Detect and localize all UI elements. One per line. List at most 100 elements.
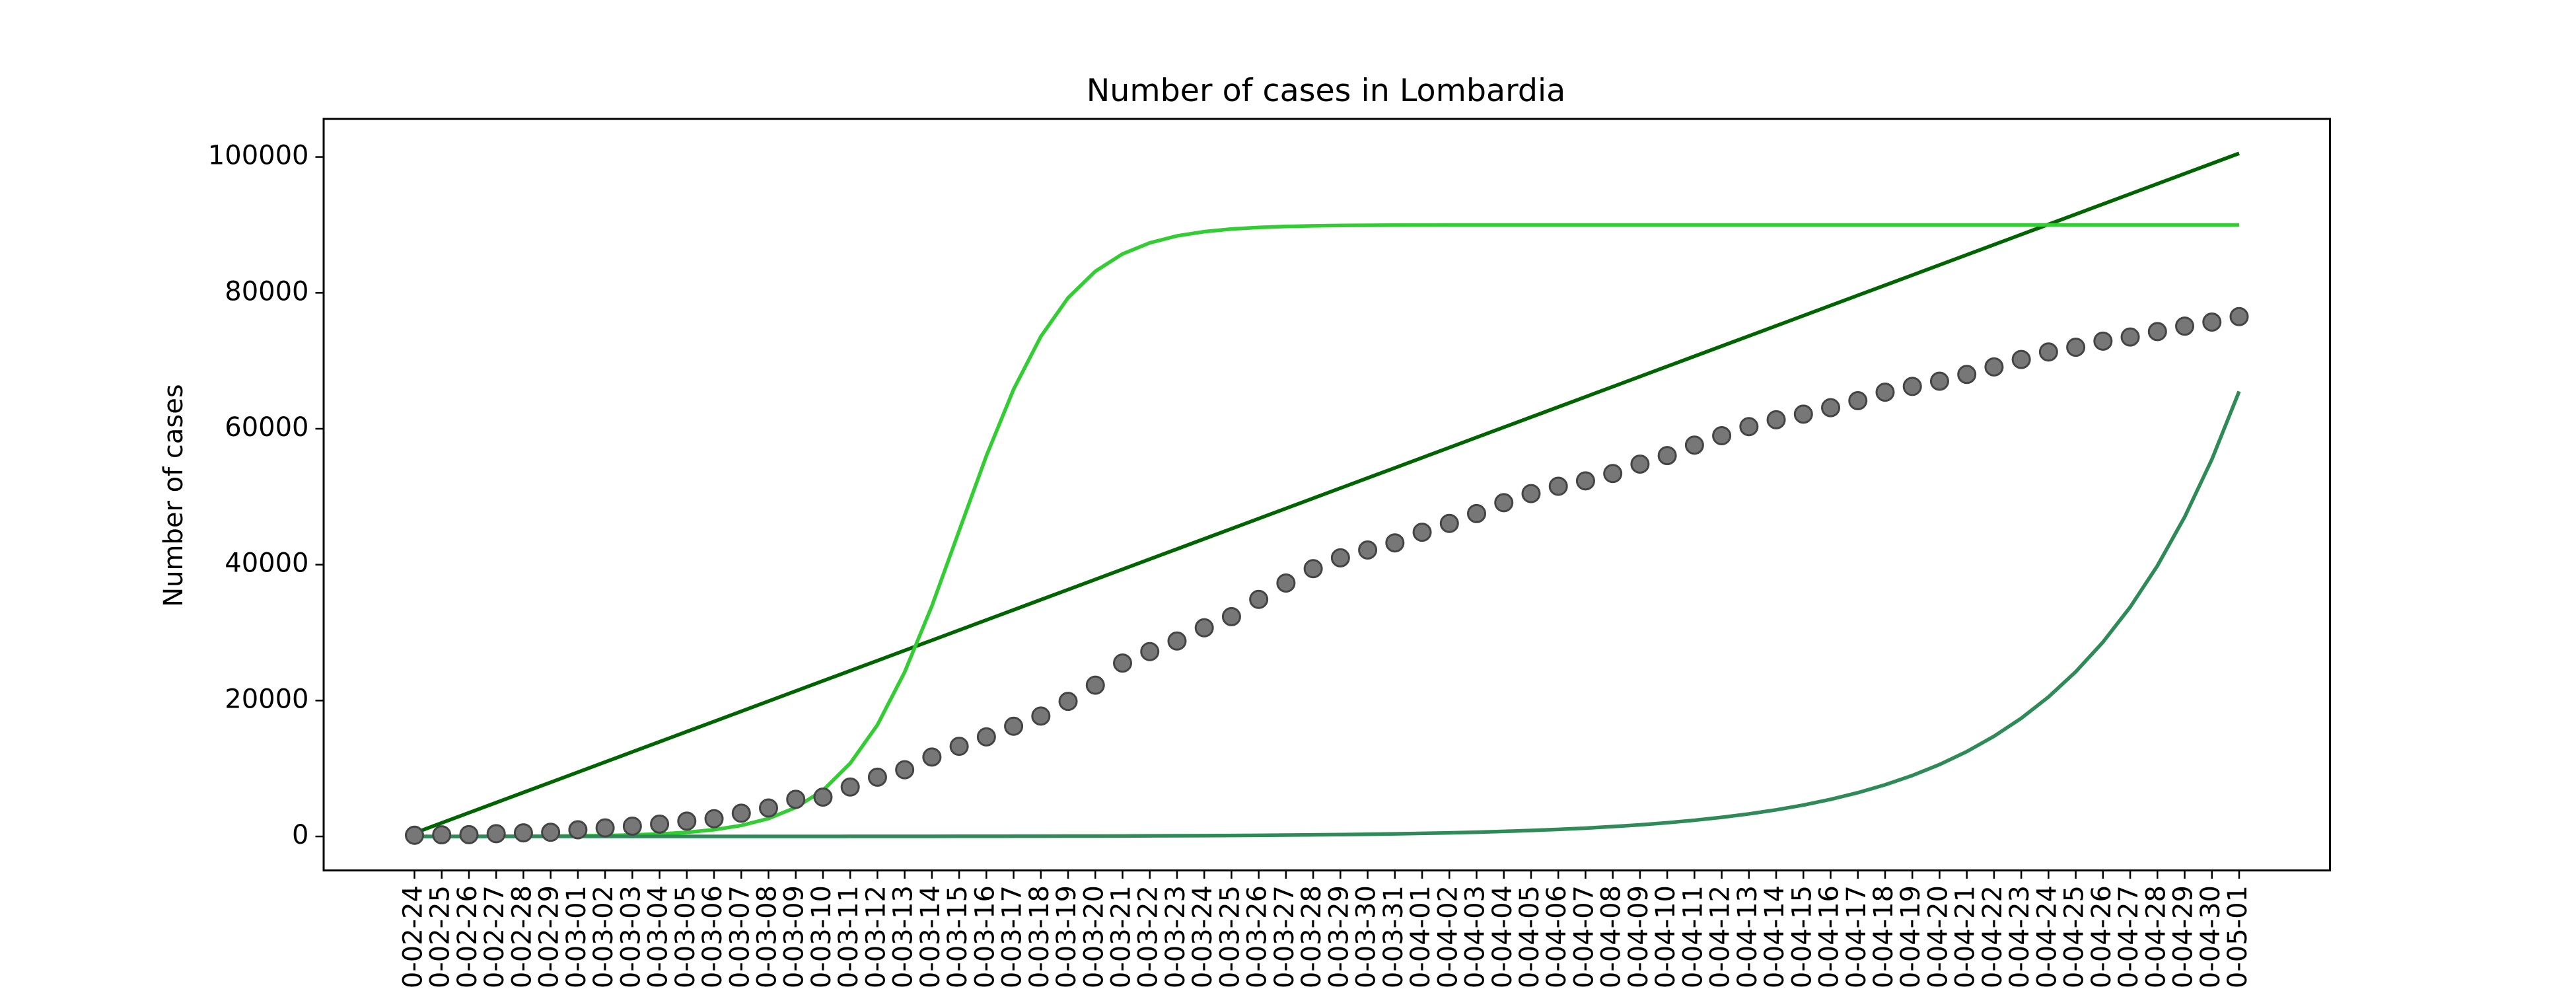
data-point (1167, 631, 1187, 651)
x-tick-label: 2020-04-07 (1569, 885, 1599, 991)
y-tick-label: 20000 (225, 684, 308, 714)
x-tick-label: 2020-04-02 (1433, 885, 1463, 991)
x-tick-label: 2020-03-09 (779, 885, 810, 991)
y-tick-label: 80000 (225, 276, 308, 307)
x-tick-label: 2020-04-17 (1842, 885, 1872, 991)
x-tick-label: 2020-04-11 (1678, 885, 1708, 991)
line-series (414, 390, 2241, 838)
x-tick-label: 2020-04-27 (2114, 885, 2144, 991)
x-tick-label: 2020-04-14 (1760, 885, 1790, 991)
data-point (1929, 371, 1949, 391)
data-point (1739, 417, 1759, 437)
data-point (1630, 454, 1650, 474)
data-point (922, 747, 942, 767)
x-tick-label: 2020-03-16 (970, 885, 1000, 991)
x-tick-label: 2020-03-08 (752, 885, 783, 991)
data-point (2229, 307, 2249, 326)
data-point (1657, 446, 1677, 466)
x-tick-label: 2020-04-25 (2059, 885, 2090, 991)
data-point (949, 737, 969, 756)
data-point (840, 777, 860, 797)
x-tick-label: 2020-04-16 (1814, 885, 1845, 991)
data-point (1575, 471, 1595, 491)
x-tick-label: 2020-04-12 (1705, 885, 1736, 991)
data-point (650, 814, 670, 834)
x-tick-label: 2020-02-26 (452, 885, 483, 991)
data-point (976, 727, 996, 747)
x-tick-label: 2020-04-24 (2032, 885, 2062, 991)
data-point (1821, 398, 1841, 418)
y-tick-label: 40000 (225, 548, 308, 579)
x-tick-label: 2020-03-20 (1079, 885, 1109, 991)
data-point (731, 803, 751, 823)
x-tick-label: 2020-03-01 (561, 885, 592, 991)
data-point (1140, 642, 1160, 661)
line-series (414, 223, 2239, 838)
chart-title: Number of cases in Lombardia (1087, 73, 1566, 109)
x-tick-label: 2020-04-06 (1542, 885, 1572, 991)
x-tick-label: 2020-02-28 (507, 885, 537, 991)
data-point (432, 825, 452, 845)
x-tick-label: 2020-03-25 (1215, 885, 1245, 991)
x-tick-label: 2020-03-31 (1378, 885, 1409, 991)
data-point (1957, 365, 1977, 385)
x-tick-label: 2020-04-26 (2087, 885, 2117, 991)
data-point (1385, 533, 1405, 553)
x-tick-label: 2020-02-29 (534, 885, 565, 991)
x-tick-label: 2020-03-18 (1024, 885, 1055, 991)
x-tick-label: 2020-02-24 (398, 885, 429, 991)
data-point (1494, 493, 1514, 513)
data-point (2120, 327, 2140, 347)
data-point (1004, 716, 1024, 736)
x-tick-label: 2020-04-13 (1733, 885, 1763, 991)
x-tick-label: 2020-02-27 (480, 885, 510, 991)
x-tick-label: 2020-03-11 (834, 885, 864, 991)
x-tick-label: 2020-03-13 (888, 885, 919, 991)
x-tick-label: 2020-03-06 (698, 885, 728, 991)
x-tick-label: 2020-03-22 (1133, 885, 1164, 991)
x-tick-label: 2020-03-29 (1324, 885, 1354, 991)
x-tick-label: 2020-04-15 (1787, 885, 1817, 991)
y-tick-label: 60000 (225, 412, 308, 443)
data-point (1276, 573, 1296, 593)
x-tick-label: 2020-04-09 (1624, 885, 1654, 991)
x-tick-label: 2020-03-17 (997, 885, 1028, 991)
data-point (1521, 484, 1541, 503)
data-point (786, 789, 806, 809)
data-point (595, 818, 615, 838)
x-tick-label: 2020-04-19 (1896, 885, 1926, 991)
x-tick-label: 2020-04-08 (1596, 885, 1627, 991)
data-point (1848, 390, 1868, 410)
x-tick-label: 2020-03-14 (915, 885, 946, 991)
data-point (1358, 540, 1378, 560)
data-point (2011, 349, 2031, 369)
x-tick-label: 2020-04-04 (1487, 885, 1518, 991)
data-point (2093, 331, 2113, 351)
x-tick-label: 2020-04-10 (1651, 885, 1681, 991)
x-tick-label: 2020-03-07 (725, 885, 755, 991)
data-point (1875, 383, 1895, 402)
data-point (813, 788, 833, 807)
data-point (459, 825, 479, 844)
x-tick-label: 2020-04-28 (2141, 885, 2171, 991)
x-tick-label: 2020-04-01 (1406, 885, 1436, 991)
data-point (867, 767, 887, 787)
data-point (1330, 548, 1350, 568)
data-point (1902, 377, 1922, 396)
x-tick-label: 2020-04-20 (1923, 885, 1953, 991)
data-point (1303, 559, 1323, 579)
data-point (1603, 464, 1623, 484)
data-point (2066, 338, 2086, 357)
data-point (2202, 312, 2222, 332)
x-tick-label: 2020-04-23 (2005, 885, 2035, 991)
x-tick-label: 2020-03-04 (643, 885, 674, 991)
x-tick-label: 2020-03-12 (861, 885, 891, 991)
data-point (1712, 426, 1732, 446)
x-tick-label: 2020-05-01 (2223, 885, 2253, 991)
data-point (2175, 316, 2195, 336)
data-point (1113, 653, 1133, 673)
x-tick-label: 2020-03-24 (1188, 885, 1218, 991)
